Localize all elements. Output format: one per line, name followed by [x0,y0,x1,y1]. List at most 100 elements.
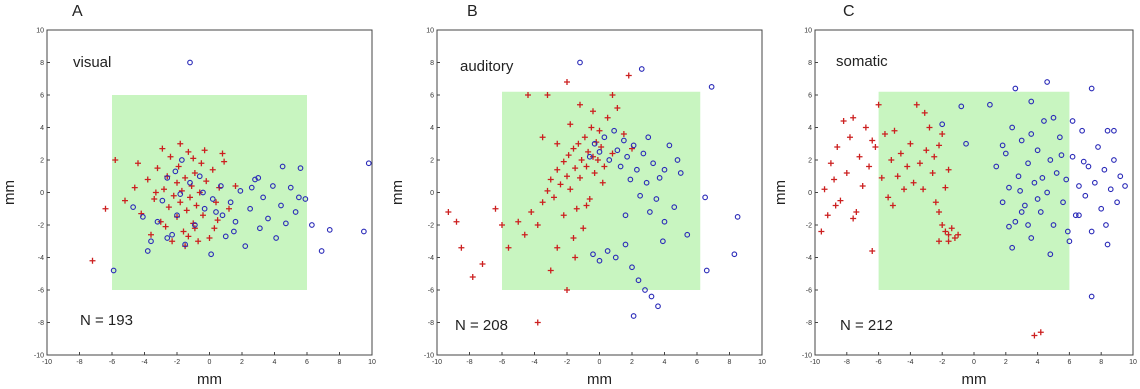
y-tick-label: -4 [38,255,44,262]
circle-marker [219,212,226,219]
circle-marker [237,188,244,194]
x-tick-label: 8 [1099,359,1103,366]
plus-marker [148,231,154,238]
plus-marker [831,176,838,183]
plus-marker [232,183,239,189]
x-tick-label: -8 [76,359,82,366]
plus-marker [583,163,590,170]
circle-marker [660,238,666,245]
circle-marker [1111,127,1117,134]
circle-marker [635,277,642,284]
circle-marker [1041,118,1047,124]
plus-marker [590,108,596,115]
plus-marker [850,114,857,121]
circle-marker [634,166,640,173]
circle-marker [1031,179,1038,186]
plus-marker [89,257,96,264]
circle-marker [958,103,965,110]
circle-marker [661,166,668,173]
plus-marker [122,197,128,204]
plus-marker [837,197,844,204]
circle-marker [642,287,648,293]
plus-marker [942,228,949,235]
plus-marker [131,184,138,191]
circle-marker [309,222,315,228]
plus-marker [152,189,159,196]
x-tick-label: 0 [972,359,976,366]
sample-count-label: N = 212 [840,317,893,334]
plus-marker [469,274,476,280]
y-tick-label: 6 [40,93,44,100]
plus-marker [872,144,879,150]
modality-label: somatic [836,53,888,70]
circle-marker [1015,173,1022,180]
circle-marker [1088,293,1095,300]
circle-marker [130,204,136,210]
y-tick-label: 0 [430,190,434,197]
plus-marker [534,319,541,326]
plus-marker [182,174,189,181]
circle-marker [287,184,294,191]
plus-marker [169,238,176,245]
circle-marker [1104,127,1111,134]
plus-marker [174,179,180,186]
plus-marker [907,140,914,147]
circle-marker [1047,251,1054,258]
panel-letter: B [467,3,478,20]
plus-marker [193,202,200,209]
circle-marker [154,218,161,225]
circle-marker [279,163,286,170]
circle-marker [1018,209,1025,215]
x-tick-label: -6 [109,359,115,366]
circle-marker [1025,222,1031,228]
circle-marker [1069,153,1076,160]
plus-marker [601,163,608,170]
plus-marker [200,212,206,219]
circle-marker [1025,160,1031,167]
y-tick-label: 2 [808,158,812,165]
circle-marker [169,231,175,238]
plus-marker [889,202,896,209]
y-tick-label: -2 [38,223,44,230]
plus-marker [843,170,850,176]
circle-marker [702,194,708,201]
plus-marker [923,147,930,154]
circle-marker [734,214,741,220]
circle-marker [1053,170,1060,176]
plus-marker [588,124,595,131]
y-tick-label: 8 [40,60,44,67]
circle-marker [1088,228,1095,235]
plus-marker [859,183,866,189]
circle-marker [624,153,630,160]
circle-marker [1107,186,1114,193]
plus-marker [547,176,554,183]
plus-marker [821,186,828,193]
y-axis-label: mm [389,180,406,205]
plus-marker [875,101,882,108]
plus-marker [112,157,119,163]
plus-marker [920,186,927,193]
plus-marker [824,212,831,219]
panel-b: -10 -8 -6 -4 -2 0 2 4 6 8 10 -10 -8 -6 -4 -2 0 2 4 6 8 10 Baud… [389,3,766,388]
circle-marker [656,175,663,181]
plus-marker [499,222,505,228]
plus-marker [201,147,208,154]
plus-marker [894,173,901,180]
panel-c: -10 -8 -6 -4 -2 0 2 4 6 8 10 -10 -8 -6 -4 -2 0 2 4 6 8 10 Csom… [772,3,1137,388]
y-tick-label: -8 [428,320,434,327]
plus-marker [586,196,593,202]
plus-marker [167,153,174,160]
circle-marker [590,251,596,258]
circle-marker [361,228,367,235]
circle-marker [1028,98,1035,105]
circle-marker [1101,166,1108,173]
x-tick-label: 0 [598,359,602,366]
circle-marker [606,157,613,163]
panel-a: -10 -8 -6 -4 -2 0 2 4 6 8 10 -10 -8 -6 -4 -2 0 2 4 6 8 10 Avis… [1,3,376,388]
circle-marker [1103,222,1109,228]
plus-marker [544,187,551,194]
plus-marker [209,166,216,173]
plus-marker [948,225,955,232]
circle-marker [591,140,598,147]
plus-marker [916,160,923,167]
